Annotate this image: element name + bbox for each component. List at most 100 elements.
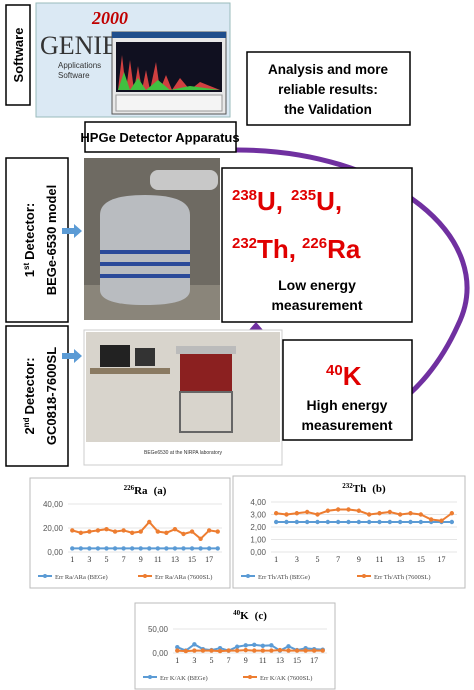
detector1-number: 1 — [22, 270, 37, 277]
chart-title: 232Th (b) — [342, 482, 386, 495]
point — [273, 511, 279, 516]
validation-box — [246, 51, 411, 126]
point — [164, 546, 169, 551]
legend-marker — [43, 574, 47, 578]
detector2-title: 2nd Detector: — [22, 357, 37, 434]
y-tick-label: 0,00 — [152, 649, 168, 658]
point — [311, 648, 317, 653]
y-tick-label: 20,00 — [43, 524, 64, 533]
legend-marker — [148, 675, 152, 679]
x-tick-label: 7 — [122, 555, 126, 564]
point — [277, 647, 283, 653]
apparatus-box — [84, 121, 237, 153]
isotope-mass: 40 — [326, 362, 343, 379]
x-tick-label: 17 — [438, 555, 446, 564]
x-tick-label: 1 — [70, 555, 74, 564]
point — [164, 530, 169, 535]
x-tick-label: 9 — [139, 555, 143, 564]
title-panel: (b) — [372, 483, 386, 495]
point — [70, 546, 75, 551]
high-energy-label: measurement — [301, 417, 392, 433]
detector1-model: BEGe-6530 model — [44, 185, 59, 296]
spectrum-green — [118, 72, 220, 90]
point — [449, 519, 455, 525]
point — [346, 507, 351, 512]
chart-title: 40K (c) — [233, 609, 267, 622]
legend-marker — [143, 574, 147, 578]
point — [273, 519, 279, 525]
point — [335, 507, 341, 512]
y-tick-label: 40,00 — [43, 500, 64, 509]
point — [304, 519, 310, 525]
point — [408, 519, 413, 525]
app-panel — [115, 94, 223, 112]
software-box — [5, 4, 31, 106]
point — [284, 519, 289, 525]
low-energy-box — [221, 167, 413, 323]
point — [377, 519, 382, 525]
logo-line1: Applications — [58, 61, 101, 70]
isotope-mass: 235 — [291, 187, 316, 204]
detector2-word: Detector: — [22, 357, 37, 414]
legend-marker — [248, 675, 252, 679]
x-tick-label: 7 — [336, 555, 340, 564]
x-tick-label: 3 — [87, 555, 91, 564]
legend-marker — [362, 574, 366, 578]
point — [269, 643, 274, 648]
isotopes-row: 238U, 235U, — [232, 186, 342, 216]
legend-label: Err Th/ATh (7600SL) — [374, 574, 431, 581]
legend-label: Err Th/ATh (BEGe) — [258, 574, 310, 581]
point — [112, 529, 118, 534]
monitor — [100, 345, 130, 367]
chart-title: 226Ra (a) — [124, 484, 167, 497]
dewar-stripe — [100, 262, 190, 266]
point — [104, 546, 109, 551]
arrow — [62, 224, 82, 238]
x-tick-label: 5 — [105, 555, 109, 564]
dewar-stripe — [100, 250, 190, 254]
point — [172, 527, 178, 532]
point — [320, 648, 325, 653]
isotope-symbol: U, — [316, 186, 342, 216]
title-element: K — [240, 610, 249, 622]
legend-label: Err Ra/ARa (BEGe) — [55, 574, 108, 581]
stand — [179, 391, 233, 433]
detector2-box — [5, 325, 69, 467]
point — [138, 546, 143, 551]
point — [129, 530, 135, 535]
point — [315, 519, 320, 525]
point — [181, 531, 186, 537]
point — [155, 529, 161, 534]
genie-screenshot: 2000 GENIE Applications Software — [35, 2, 231, 118]
point — [215, 546, 220, 551]
chart-frame — [232, 475, 466, 589]
detector2-photo: BEGe6530 at the NIRPA laboratory — [83, 329, 283, 466]
point — [192, 648, 197, 653]
point — [183, 648, 189, 654]
photo-caption: BEGe6530 at the NIRPA laboratory — [144, 450, 223, 456]
point — [325, 519, 331, 525]
point — [243, 647, 248, 653]
point — [215, 529, 220, 534]
isotope-mass: 238 — [232, 187, 257, 204]
point — [234, 644, 240, 649]
logo-brand: GENIE — [40, 31, 118, 60]
x-tick-label: 7 — [227, 656, 231, 665]
isotope-symbol: U, — [257, 186, 283, 216]
point — [294, 648, 300, 653]
point — [70, 528, 75, 533]
point — [129, 546, 135, 551]
series-line — [177, 649, 323, 653]
point — [172, 546, 178, 551]
point — [269, 648, 274, 653]
chart-frame — [29, 477, 231, 589]
title-panel: (a) — [154, 485, 167, 497]
point — [217, 648, 223, 654]
point — [147, 546, 152, 551]
x-tick-label: 9 — [357, 555, 361, 564]
point — [294, 519, 300, 525]
title-mass: 40 — [233, 609, 241, 617]
point — [189, 529, 195, 534]
logo-version: 2000 — [91, 8, 128, 28]
high-energy-box — [282, 339, 413, 441]
